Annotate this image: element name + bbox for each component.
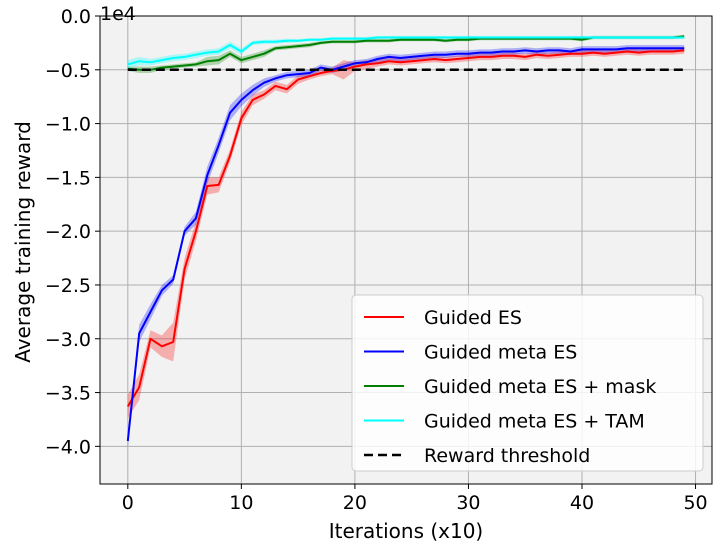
y-tick-label: −2.5 [45,275,91,297]
y-axis-label: Average training reward [11,121,35,363]
y-tick-label: −2.0 [45,221,91,243]
x-tick-label: 10 [229,492,253,514]
series-lines [126,35,685,442]
series-bands [127,34,685,449]
y-tick-label: 0.0 [61,6,91,28]
x-tick-label: 30 [456,492,480,514]
y-offset-label: 1e4 [100,3,136,25]
y-tick-label: −3.0 [45,329,91,351]
legend-label: Guided meta ES + mask [424,376,656,398]
y-tick-label: −1.0 [45,114,91,136]
plot-frame [99,15,713,485]
x-tick-label: 40 [570,492,594,514]
axes: 0 10 20 30 40 50 0.0 −0.5 −1.0 −1.5 −2.0 −2.5 −3.0 −3… [45,6,708,514]
legend-label: Guided ES [424,307,522,329]
x-axis-label: Iterations (x10) [329,519,484,543]
series-band [127,34,685,73]
series-band [127,35,685,69]
x-tick-label: 0 [122,492,134,514]
legend-box [351,294,704,472]
y-tick-label: −4.0 [45,436,91,458]
series-line [126,47,685,442]
legend-label: Guided meta ES + TAM [424,411,645,433]
series-line [127,36,685,66]
y-tick-label: −0.5 [45,60,91,82]
series-line [126,49,685,408]
y-tick-label: −3.5 [45,383,91,405]
legend-label: Guided meta ES [424,342,577,364]
x-tick-label: 50 [683,492,707,514]
legend: Guided ES Guided meta ES Guided meta ES + … [351,294,704,472]
legend-label: Reward threshold [424,445,590,467]
x-tick-label: 20 [343,492,367,514]
y-tick-label: −1.5 [45,167,91,189]
